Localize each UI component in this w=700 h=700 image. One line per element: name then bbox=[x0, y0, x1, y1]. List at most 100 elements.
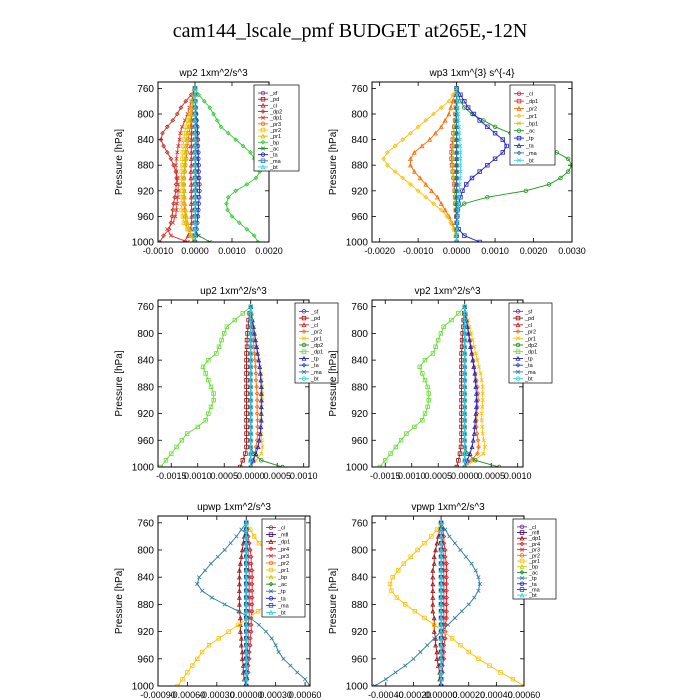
legend-marker bbox=[301, 355, 307, 361]
data-point bbox=[473, 568, 478, 573]
data-point bbox=[189, 207, 195, 213]
data-point bbox=[500, 137, 505, 142]
data-point bbox=[243, 574, 249, 580]
data-point bbox=[458, 547, 463, 553]
legend-marker bbox=[516, 150, 522, 156]
data-point bbox=[244, 351, 249, 356]
data-point bbox=[248, 324, 253, 329]
data-point bbox=[192, 130, 198, 136]
legend-marker bbox=[515, 315, 521, 321]
y-tick-label: 840 bbox=[137, 356, 154, 367]
data-point bbox=[254, 397, 260, 403]
legend-label: _sf bbox=[310, 309, 319, 315]
data-point bbox=[165, 227, 170, 232]
data-point bbox=[476, 588, 481, 593]
data-point bbox=[462, 391, 467, 396]
legend-marker bbox=[519, 530, 525, 535]
series-line-tp bbox=[464, 306, 477, 467]
legend-marker bbox=[301, 376, 307, 381]
figure-title: cam144_lscale_pmf BUDGET at265E,-12N bbox=[172, 20, 528, 42]
data-point bbox=[197, 182, 202, 187]
x-tick-label: 0.0005 bbox=[263, 471, 291, 481]
data-point bbox=[248, 391, 253, 396]
x-tick-label: 0.0010 bbox=[290, 471, 318, 481]
data-point bbox=[237, 628, 243, 634]
data-point bbox=[188, 143, 194, 149]
legend: _sf_pd_cl_pr2_pr1_dp2_dp1_tp_ta_ma_bt bbox=[294, 302, 339, 384]
data-point bbox=[249, 608, 255, 614]
data-point bbox=[418, 649, 423, 655]
data-point bbox=[161, 143, 166, 149]
legend-label: _ma bbox=[528, 587, 541, 593]
legend-label: _pd bbox=[524, 316, 534, 322]
data-point bbox=[398, 438, 404, 443]
data-point bbox=[438, 683, 444, 686]
data-point bbox=[473, 410, 479, 416]
data-point bbox=[470, 337, 475, 343]
data-point bbox=[196, 175, 202, 181]
data-point bbox=[438, 581, 444, 587]
legend-label: _ac bbox=[528, 570, 538, 576]
data-point bbox=[243, 608, 249, 614]
data-point bbox=[174, 169, 179, 174]
data-point bbox=[454, 233, 459, 238]
data-point bbox=[431, 554, 437, 559]
data-point bbox=[478, 371, 483, 376]
legend-label: _ta bbox=[528, 582, 538, 588]
data-point bbox=[408, 130, 413, 136]
data-point bbox=[176, 188, 181, 193]
data-point bbox=[472, 370, 478, 376]
data-point bbox=[243, 615, 249, 621]
data-point bbox=[438, 628, 444, 634]
legend-marker bbox=[260, 109, 266, 114]
data-point bbox=[200, 588, 205, 593]
data-point bbox=[173, 163, 178, 168]
data-point bbox=[447, 534, 452, 539]
data-point bbox=[454, 143, 459, 149]
data-point bbox=[468, 344, 473, 349]
data-point bbox=[256, 541, 262, 546]
data-point bbox=[451, 175, 456, 181]
data-point bbox=[243, 533, 249, 539]
data-point bbox=[206, 377, 211, 383]
data-point bbox=[449, 636, 455, 641]
data-point bbox=[452, 615, 457, 621]
data-point bbox=[475, 358, 480, 363]
data-point bbox=[170, 118, 176, 123]
legend-label: _pr1 bbox=[525, 114, 537, 120]
data-point bbox=[438, 662, 444, 668]
data-point bbox=[473, 384, 479, 390]
data-point bbox=[243, 547, 249, 553]
data-point bbox=[236, 622, 241, 627]
data-point bbox=[434, 656, 440, 661]
data-point bbox=[184, 130, 190, 136]
data-point bbox=[462, 384, 467, 390]
data-point bbox=[252, 351, 257, 356]
data-point bbox=[160, 130, 165, 136]
data-point bbox=[244, 182, 250, 187]
data-point bbox=[248, 418, 253, 423]
data-point bbox=[462, 464, 467, 467]
data-point bbox=[195, 656, 200, 661]
plot-frame bbox=[371, 81, 573, 243]
data-point bbox=[558, 175, 563, 181]
legend-label: _dp2 bbox=[269, 110, 282, 116]
data-point bbox=[174, 201, 179, 206]
data-point bbox=[243, 601, 249, 607]
data-point bbox=[472, 417, 478, 423]
data-point bbox=[396, 568, 401, 573]
data-point bbox=[203, 418, 208, 423]
data-point bbox=[444, 608, 449, 614]
legend-marker bbox=[260, 90, 266, 96]
data-point bbox=[248, 424, 253, 430]
data-point bbox=[415, 188, 421, 194]
data-point bbox=[192, 168, 198, 174]
legend-label: _pr1 bbox=[524, 336, 536, 342]
legend-label: _dp1 bbox=[525, 99, 538, 105]
data-point bbox=[462, 398, 467, 403]
data-point bbox=[446, 98, 452, 104]
legend-label: _sf bbox=[524, 309, 533, 315]
data-point bbox=[377, 464, 383, 467]
data-point bbox=[454, 175, 459, 181]
data-point bbox=[197, 188, 202, 193]
